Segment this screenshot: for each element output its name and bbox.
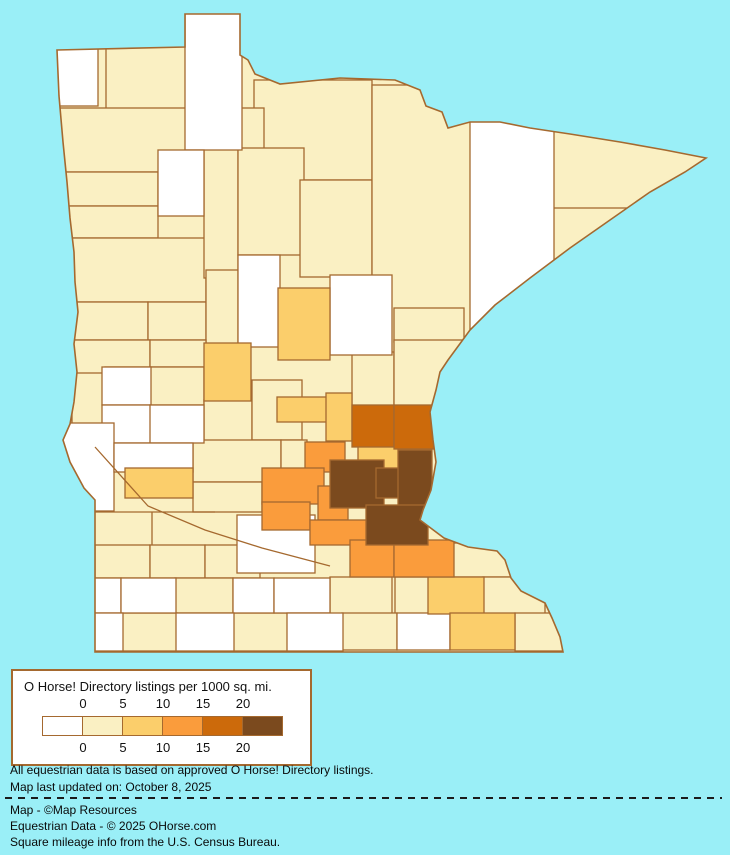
county-shape (449, 612, 516, 651)
county-shape (174, 577, 234, 614)
county-shape (203, 399, 253, 443)
county-shapes (57, 14, 706, 652)
legend-swatch (202, 716, 243, 736)
county-shape (393, 339, 465, 407)
county-shape (71, 372, 106, 426)
county-shape (276, 396, 331, 423)
county-shape (551, 99, 706, 209)
county-shape (277, 287, 331, 361)
legend-box: O Horse! Directory listings per 1000 sq.… (11, 669, 312, 766)
footnote-last-updated: Map last updated on: October 8, 2025 (10, 780, 212, 794)
county-shape (393, 307, 465, 343)
legend-title: O Horse! Directory listings per 1000 sq.… (24, 679, 272, 694)
credit-census-bureau: Square mileage info from the U.S. Census… (10, 835, 281, 849)
legend-tick-label: 5 (119, 696, 127, 711)
dashed-separator (5, 797, 722, 799)
county-shape (351, 351, 395, 408)
county-shape (101, 366, 152, 406)
county-shape (205, 269, 239, 347)
legend-tick-label: 10 (155, 696, 171, 711)
county-shape (57, 422, 115, 512)
legend-tick-label: 5 (119, 740, 127, 755)
legend-swatch (82, 716, 123, 736)
county-shape (393, 539, 455, 578)
legend-tick-label: 15 (195, 740, 211, 755)
county-shape (365, 504, 429, 546)
legend-swatch (122, 716, 163, 736)
county-shape (261, 501, 311, 531)
legend-tick-label: 0 (79, 696, 87, 711)
county-shape (273, 577, 331, 614)
footnote-data-source: All equestrian data is based on approved… (10, 763, 374, 777)
credit-map-resources: Map - ©Map Resources (10, 803, 137, 817)
county-shape (74, 577, 122, 614)
legend-tick-label: 10 (155, 740, 171, 755)
county-shape (341, 612, 398, 651)
legend-tick-label: 0 (79, 740, 87, 755)
county-shape (157, 149, 205, 217)
county-shape (203, 147, 239, 279)
county-shape (329, 274, 393, 356)
county-shape (261, 467, 325, 505)
credit-equestrian-data: Equestrian Data - © 2025 OHorse.com (10, 819, 217, 833)
county-shape (149, 544, 206, 579)
county-shape (61, 205, 159, 239)
county-shape (121, 612, 178, 652)
county-shape (120, 577, 177, 614)
county-shape (105, 41, 195, 113)
county-shape (280, 439, 308, 471)
county-shape (351, 404, 395, 448)
county-shape (329, 576, 393, 615)
county-shape (124, 467, 194, 499)
county-shape (61, 171, 159, 207)
county-shape (427, 576, 485, 615)
county-shape (514, 612, 564, 652)
county-shape (237, 147, 305, 256)
legend-swatch (42, 716, 83, 736)
county-shape (232, 612, 289, 652)
legend-tick-label: 20 (235, 696, 251, 711)
state-border (56, 13, 709, 653)
county-shape (237, 254, 281, 348)
county-shape (203, 342, 252, 402)
county-shape (192, 481, 263, 513)
county-shape (147, 301, 207, 341)
county-shape (184, 14, 243, 151)
county-shape (396, 612, 451, 651)
county-shape (299, 179, 373, 278)
county-border-lines (94, 446, 331, 567)
county-shape (57, 301, 149, 341)
county-shape (149, 404, 205, 444)
legend-color-ramp (42, 716, 283, 736)
legend-ticks-top: 0 5 10 15 20 (13, 696, 310, 712)
legend-swatch (162, 716, 203, 736)
county-shape (393, 404, 435, 450)
county-shape (394, 576, 431, 615)
legend-tick-label: 15 (195, 696, 211, 711)
county-shape (94, 544, 151, 579)
legend-ticks-bottom: 0 5 10 15 20 (13, 740, 310, 756)
county-shape (325, 392, 353, 442)
county-shape (232, 577, 275, 614)
legend-tick-label: 20 (235, 740, 251, 755)
county-shape (175, 612, 235, 652)
county-shape (77, 612, 124, 652)
county-shape (113, 442, 194, 473)
county-shape (286, 612, 344, 652)
legend-swatch (242, 716, 283, 736)
county-shape (57, 237, 207, 303)
county-shape (149, 366, 205, 406)
